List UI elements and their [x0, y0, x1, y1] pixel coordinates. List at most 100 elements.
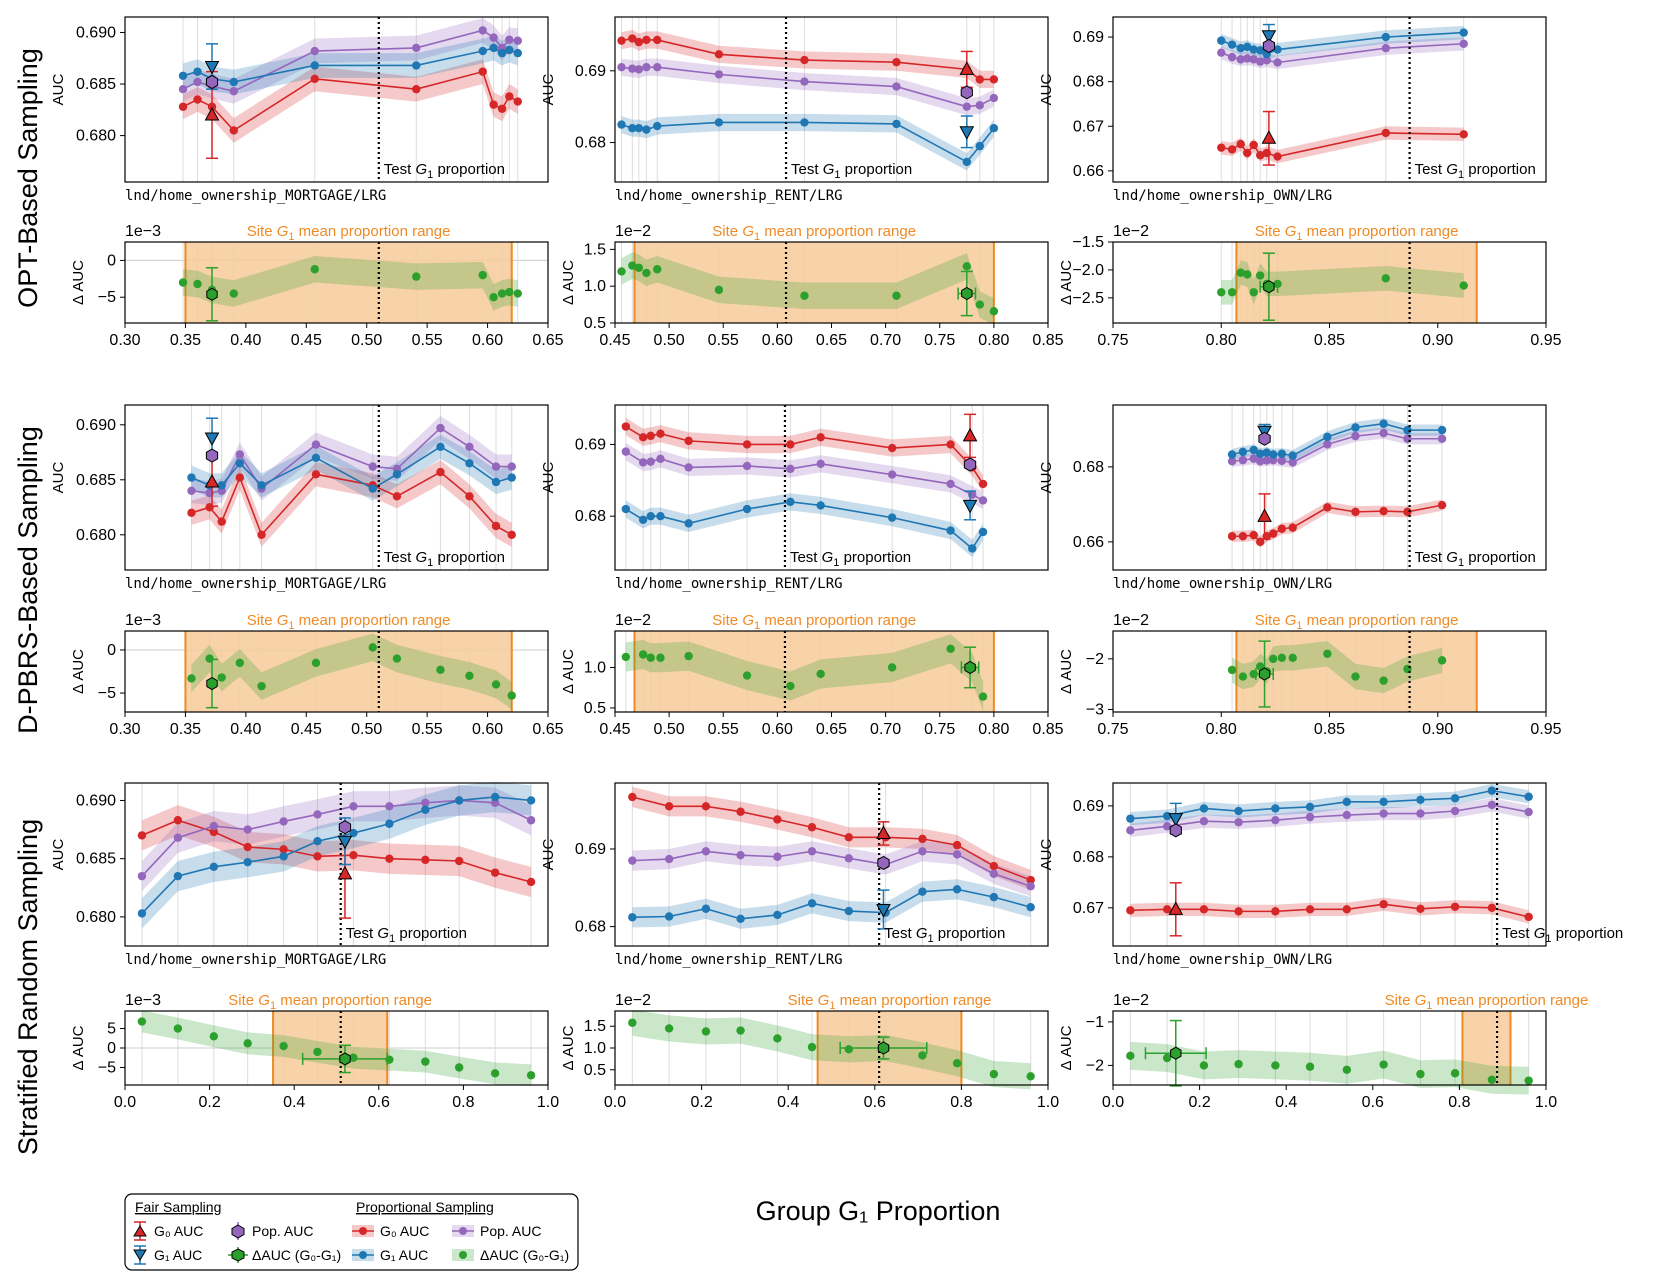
pop-band	[191, 416, 512, 506]
g0-point	[1199, 905, 1209, 914]
pop-point	[1273, 58, 1282, 67]
x-tick-label: 1.0	[1037, 1094, 1059, 1111]
g1-point	[714, 118, 724, 127]
y-tick-label: −1.5	[1072, 234, 1104, 251]
y-exponent-label: 1e−2	[1113, 992, 1149, 1009]
pop-point	[617, 63, 626, 72]
g0-point	[173, 816, 183, 825]
g0-point	[465, 492, 474, 501]
x-tick-label: 0.80	[978, 721, 1009, 738]
g0-point	[1487, 903, 1497, 912]
site-range-region	[634, 242, 994, 323]
g1-point	[489, 43, 498, 53]
fair-g0-marker	[959, 61, 975, 75]
y-tick-label: 0.69	[575, 436, 606, 453]
g0-band	[191, 460, 512, 547]
pop-point	[173, 833, 183, 842]
g0-point	[209, 827, 219, 837]
y-tick-label: 0.5	[584, 1062, 606, 1079]
x-tick-label: 0.55	[708, 721, 739, 738]
top-axes: 0.680 0.685 0.690 AUC Test G1 proportion lnd/…	[50, 781, 549, 968]
x-tick-label: 0.60	[762, 721, 793, 738]
pop-point	[978, 496, 988, 505]
delta-point	[975, 300, 985, 309]
y-tick-label: 0.680	[76, 909, 116, 926]
test-proportion-label: Test G1 proportion	[1415, 549, 1536, 569]
panel-r1c2: 0.66 0.68 AUC Test G1 proportion lnd/home_ow…	[1038, 404, 1562, 738]
y-axis-label: AUC	[1038, 73, 1055, 105]
fair-g1-marker	[1261, 30, 1277, 44]
x-tick-label: 0.60	[472, 721, 503, 738]
g1-point	[634, 123, 644, 133]
g1-point	[975, 141, 985, 151]
pop-point	[1305, 812, 1315, 822]
y-tick-label: 0	[107, 642, 116, 659]
pop-point	[773, 852, 782, 861]
pop-point	[489, 33, 498, 42]
g0-point	[844, 833, 854, 842]
top-plot-area	[1113, 17, 1546, 182]
g0-point	[1288, 523, 1297, 532]
pop-band	[625, 443, 984, 510]
delta-axis-label: Δ AUC	[1058, 649, 1075, 694]
pop-point	[421, 798, 430, 807]
top-axes: 0.68 0.69 AUC Test G1 proportion lnd/home_ow…	[540, 404, 1049, 592]
delta-point	[1249, 288, 1258, 297]
test-proportion-label: Test G1 proportion	[884, 925, 1005, 945]
fair-pop-marker	[963, 457, 977, 472]
g0-point	[1524, 912, 1533, 922]
delta-point	[313, 1047, 322, 1057]
pop-point	[1271, 815, 1280, 825]
bottom-axes: 0 −5 1e−3 Δ AUC Site G1 mean proportion rang…	[70, 612, 564, 738]
g1-point	[1126, 814, 1135, 823]
g0-point	[489, 100, 498, 109]
test-proportion-label: Test G1 proportion	[791, 161, 912, 181]
g1-point	[235, 459, 245, 468]
legend-fair-g0-label: G₀ AUC	[154, 1223, 203, 1239]
delta-point	[1381, 274, 1390, 283]
dataset-label: lnd/home_ownership_OWN/LRG	[1113, 188, 1332, 204]
pop-point	[313, 810, 322, 819]
delta-point	[454, 1063, 464, 1072]
g1-point	[137, 909, 147, 918]
top-plot-area	[125, 405, 548, 570]
g1-point	[1262, 448, 1271, 457]
site-range-region	[273, 1011, 388, 1085]
y-tick-label: −2.5	[1072, 290, 1104, 307]
pop-point	[634, 65, 644, 74]
g0-point	[279, 845, 288, 854]
site-range-label: Site G1 mean proportion range	[247, 223, 451, 243]
y-exponent-label: 1e−2	[615, 612, 651, 629]
g0-point	[178, 102, 188, 111]
pop-point	[1236, 55, 1245, 64]
delta-point	[478, 270, 487, 280]
delta-axis-label: Δ AUC	[560, 260, 577, 305]
delta-point	[1227, 665, 1237, 675]
y-tick-label: 0.68	[575, 508, 606, 525]
x-tick-label: 0.60	[762, 332, 793, 349]
bottom-frame	[124, 630, 549, 713]
g0-point	[1243, 148, 1252, 158]
pop-point	[638, 458, 648, 467]
x-tick-label: 0.80	[1206, 721, 1237, 738]
legend-prop-g0-label: G₀ AUC	[380, 1223, 429, 1239]
g0-band	[183, 59, 518, 143]
x-tick-label: 0.40	[230, 332, 261, 349]
g0-point	[664, 802, 674, 811]
delta-point	[617, 267, 626, 276]
fair-g0-marker	[1261, 130, 1277, 144]
g1-point	[178, 71, 188, 80]
g1-point	[310, 61, 319, 70]
g0-point	[975, 75, 985, 84]
pop-point	[642, 63, 651, 72]
g0-point	[1342, 905, 1352, 914]
dataset-label: lnd/home_ownership_MORTGAGE/LRG	[125, 188, 386, 204]
pop-point	[1227, 52, 1237, 62]
delta-point	[392, 654, 402, 663]
pop-point	[1162, 822, 1172, 831]
x-tick-label: 0.8	[452, 1094, 474, 1111]
delta-point	[989, 1069, 999, 1079]
y-axis-label: AUC	[50, 838, 67, 870]
test-proportion-label: Test G1 proportion	[384, 161, 505, 181]
